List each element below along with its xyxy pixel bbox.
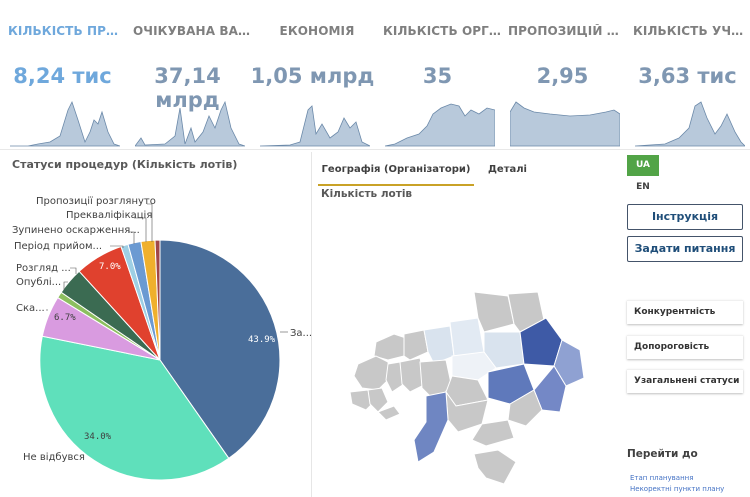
ukraine-map[interactable] bbox=[348, 292, 588, 497]
kpi-title: КІЛЬКІСТЬ ОРГА... bbox=[383, 24, 501, 38]
ask-question-button[interactable]: Задати питання bbox=[627, 236, 743, 262]
instructions-button[interactable]: Інструкція bbox=[627, 204, 743, 230]
kpi-sparkline bbox=[510, 101, 620, 147]
kpi-sparkline bbox=[10, 100, 120, 147]
kpi-sparkline bbox=[260, 105, 370, 147]
label-review: Розгляд ... bbox=[16, 263, 71, 274]
kpi-participants-count[interactable]: КІЛЬКІСТЬ УЧАС... 3,63 тис bbox=[625, 0, 750, 150]
kpi-row: КІЛЬКІСТЬ ПРОЦ... 8,24 тис ОЧІКУВАНА ВАР… bbox=[0, 0, 750, 150]
region-odesa[interactable] bbox=[413, 391, 449, 463]
kpi-title: КІЛЬКІСТЬ ПРОЦ... bbox=[8, 24, 126, 38]
region-chernivtsi[interactable] bbox=[377, 405, 401, 421]
kpi-title: ОЧІКУВАНА ВАРТ... bbox=[133, 24, 251, 38]
pct-za: 43.9% bbox=[248, 335, 276, 345]
divider bbox=[0, 149, 750, 150]
label-not-held: Не відбувся bbox=[23, 451, 85, 463]
lang-ua-button[interactable]: UA bbox=[627, 155, 659, 176]
thresholds-button[interactable]: Допороговість bbox=[627, 335, 743, 359]
region-zaporizhzhia[interactable] bbox=[507, 389, 543, 427]
kpi-lots-count[interactable]: КІЛЬКІСТЬ ПРОЦ... 8,24 тис bbox=[0, 0, 126, 150]
kpi-value: 3,63 тис bbox=[638, 64, 737, 88]
region-cherkasy[interactable] bbox=[451, 351, 497, 381]
label-published: Опублі... bbox=[16, 276, 61, 288]
label-za: За... bbox=[290, 328, 312, 339]
kpi-sparkline bbox=[635, 101, 745, 147]
pie-slice-not-held[interactable] bbox=[39, 335, 230, 481]
region-ternopil[interactable] bbox=[385, 361, 405, 393]
map-subtitle: Кількість лотів bbox=[321, 188, 413, 200]
lang-en-button[interactable]: EN bbox=[636, 182, 650, 192]
region-kherson[interactable] bbox=[471, 419, 515, 447]
pie-slice-tiny[interactable] bbox=[154, 239, 161, 361]
region-zhytomyr[interactable] bbox=[423, 325, 455, 365]
region-ivano-frankivsk[interactable] bbox=[367, 387, 389, 413]
kpi-value: 35 bbox=[422, 64, 453, 88]
kpi-economy[interactable]: ЕКОНОМІЯ 1,05 млрд bbox=[250, 0, 375, 150]
label-proposals-reviewed: Пропозиції розглянуто bbox=[36, 195, 156, 207]
kpi-organizers-count[interactable]: КІЛЬКІСТЬ ОРГА... 35 bbox=[375, 0, 501, 150]
label-acceptance-period: Період прийом... bbox=[14, 240, 102, 252]
kpi-expected-value[interactable]: ОЧІКУВАНА ВАРТ... 37,14 млрд bbox=[125, 0, 251, 150]
kpi-title: ЕКОНОМІЯ bbox=[279, 24, 355, 38]
pie-title: Статуси процедур (Кількість лотів) bbox=[12, 158, 238, 171]
tab-geography[interactable]: Географія (Організатори) bbox=[318, 162, 474, 186]
kpi-proposals-per-lot[interactable]: ПРОПОЗИЦІЙ НА ... 2,95 bbox=[500, 0, 626, 150]
general-statuses-button[interactable]: Узагальнені статуси bbox=[627, 369, 743, 393]
kpi-value: 8,24 тис bbox=[13, 64, 112, 88]
goto-title: Перейти до bbox=[627, 448, 698, 460]
kpi-sparkline bbox=[385, 103, 495, 147]
region-poltava[interactable] bbox=[483, 331, 525, 369]
kpi-value: 37,14 млрд bbox=[154, 64, 221, 112]
label-prequalification: Прекваліфікація bbox=[66, 209, 152, 221]
pct-acceptance: 7.0% bbox=[99, 262, 121, 272]
tab-details[interactable]: Деталі bbox=[488, 164, 527, 175]
region-crimea[interactable] bbox=[473, 449, 517, 485]
goto-link-incorrect-plan[interactable]: Некоректні пункти плану bbox=[630, 485, 725, 493]
region-lviv[interactable] bbox=[353, 355, 391, 391]
map-panel: Географія (Організатори) Деталі Кількіст… bbox=[318, 152, 620, 497]
kpi-value: 1,05 млрд bbox=[250, 64, 375, 88]
region-rivne[interactable] bbox=[403, 329, 429, 361]
pct-not-held: 34.0% bbox=[84, 432, 112, 442]
kpi-value: 2,95 bbox=[536, 64, 589, 88]
goto-link-planning[interactable]: Етап планування bbox=[630, 474, 694, 482]
region-khmelnytskyi[interactable] bbox=[399, 357, 427, 393]
status-pie-panel: Статуси процедур (Кількість лотів) bbox=[6, 152, 312, 497]
kpi-sparkline bbox=[135, 100, 245, 147]
kpi-title: КІЛЬКІСТЬ УЧАС... bbox=[633, 24, 750, 38]
label-ska: Ска... bbox=[16, 303, 45, 314]
pie-slice-za-main[interactable] bbox=[159, 239, 281, 459]
pct-ska: 6.7% bbox=[54, 313, 76, 323]
region-volyn[interactable] bbox=[373, 333, 407, 361]
label-stopped-appeal: Зупинено оскарження... bbox=[12, 225, 140, 236]
region-chernihiv[interactable] bbox=[473, 292, 515, 333]
kpi-title: ПРОПОЗИЦІЙ НА ... bbox=[508, 24, 626, 38]
status-pie-chart[interactable]: Пропозиції розглянуто Прекваліфікація Зу… bbox=[6, 152, 312, 497]
competitiveness-button[interactable]: Конкурентність bbox=[627, 300, 743, 324]
